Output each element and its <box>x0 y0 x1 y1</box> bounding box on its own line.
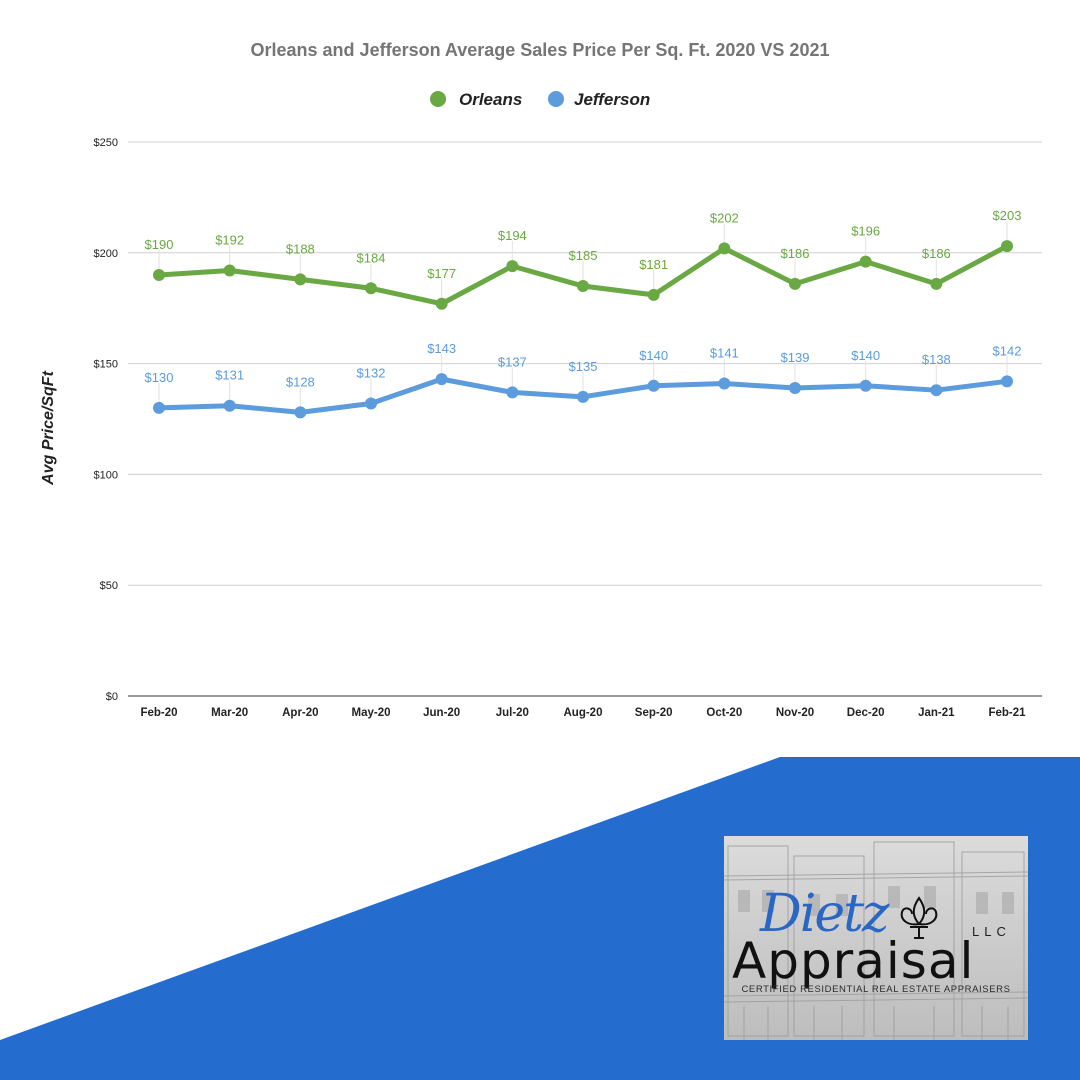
company-logo: Dietz LLC Appraisal CERTIFIED RESIDENTIA… <box>724 836 1028 1040</box>
data-label: $186 <box>922 246 951 261</box>
data-label: $196 <box>851 224 880 239</box>
data-label: $194 <box>498 228 527 243</box>
series-jefferson: $130 $131 $128 $132 $143 $137 $135 $140 $141 $139… <box>145 341 1022 419</box>
data-point <box>718 377 731 390</box>
data-point <box>153 268 165 281</box>
logo-script-text: Dietz <box>760 884 889 944</box>
data-point <box>789 277 801 290</box>
x-tick-label: Jul-20 <box>496 707 529 719</box>
data-label: $140 <box>639 348 668 363</box>
data-label: $186 <box>781 246 810 261</box>
data-point <box>930 384 943 397</box>
data-label: $135 <box>569 359 598 374</box>
gridlines <box>128 141 1042 697</box>
series-orleans: $190 $192 $188 $184 $177 $194 $185 $181 $202 $186… <box>145 208 1022 310</box>
data-label: $142 <box>993 343 1022 358</box>
x-tick-label: Nov-20 <box>776 707 814 719</box>
data-point <box>223 399 236 412</box>
y-tick-label: $50 <box>100 580 118 592</box>
data-point <box>647 288 660 301</box>
data-point <box>859 255 872 268</box>
x-tick-label: Jun-20 <box>423 707 460 719</box>
logo-main-text: Appraisal <box>732 932 975 990</box>
data-label: $181 <box>639 257 668 272</box>
x-tick-label: Mar-20 <box>211 707 248 719</box>
legend-marker-jefferson <box>548 91 564 107</box>
x-tick-label: Sep-20 <box>635 707 673 719</box>
series-layer: $190 $192 $188 $184 $177 $194 $185 $181 $202 $186… <box>145 208 1022 419</box>
data-label: $130 <box>145 370 174 385</box>
data-point <box>435 297 448 310</box>
data-point <box>153 401 165 414</box>
data-label: $141 <box>710 346 739 361</box>
data-label: $132 <box>357 365 386 380</box>
data-point <box>506 260 519 273</box>
data-label: $184 <box>357 250 386 265</box>
data-point <box>859 379 872 392</box>
data-point <box>365 282 377 295</box>
data-label: $128 <box>286 374 315 389</box>
legend-marker-orleans <box>430 91 446 107</box>
x-tick-label: Aug-20 <box>564 707 603 719</box>
data-point <box>647 379 660 392</box>
y-tick-label: $100 <box>94 469 118 481</box>
data-label: $131 <box>215 368 244 383</box>
legend-item-orleans: Orleans <box>430 90 522 109</box>
data-point <box>294 406 307 419</box>
data-label: $192 <box>215 233 244 248</box>
logo-llc-text: LLC <box>972 924 1011 939</box>
data-label: $138 <box>922 352 951 367</box>
data-label: $190 <box>145 237 174 252</box>
data-point <box>365 397 377 410</box>
data-label: $137 <box>498 354 527 369</box>
y-tick-label: $200 <box>94 248 118 260</box>
data-point <box>718 242 731 255</box>
x-tick-label: Oct-20 <box>706 707 742 719</box>
fleur-de-lis-icon <box>900 896 938 939</box>
y-tick-label: $250 <box>94 137 118 149</box>
y-tick-label: $0 <box>106 691 118 703</box>
data-label: $188 <box>286 241 315 256</box>
y-axis-label: Avg Price/SqFt <box>40 370 57 485</box>
building-sketch-background <box>724 841 1028 1040</box>
legend: Orleans Jefferson <box>430 90 650 109</box>
data-point <box>435 373 448 386</box>
y-axis-ticks: $0 $50 $100 $150 $200 $250 <box>94 137 118 703</box>
data-point <box>1001 240 1013 253</box>
data-label: $143 <box>427 341 456 356</box>
data-point <box>577 390 589 403</box>
legend-label-orleans: Orleans <box>459 90 522 109</box>
data-point <box>577 280 589 293</box>
data-label: $203 <box>993 208 1022 223</box>
data-point <box>930 277 943 290</box>
logo-tagline: CERTIFIED RESIDENTIAL REAL ESTATE APPRAI… <box>741 984 1011 995</box>
x-tick-label: Feb-20 <box>140 707 177 719</box>
y-tick-label: $150 <box>94 359 118 371</box>
data-label: $140 <box>851 348 880 363</box>
line-chart: Orleans and Jefferson Average Sales Pric… <box>40 40 1042 719</box>
data-point <box>294 273 307 286</box>
x-tick-label: Dec-20 <box>847 707 885 719</box>
data-label: $177 <box>427 266 456 281</box>
data-point <box>789 381 801 394</box>
data-label: $202 <box>710 210 739 225</box>
x-tick-label: May-20 <box>352 707 391 719</box>
x-tick-label: Feb-21 <box>988 707 1026 719</box>
chart-title: Orleans and Jefferson Average Sales Pric… <box>251 40 830 60</box>
data-label: $139 <box>781 350 810 365</box>
x-tick-label: Apr-20 <box>282 707 318 719</box>
legend-item-jefferson: Jefferson <box>548 90 650 109</box>
data-point <box>506 386 519 399</box>
x-tick-label: Jan-21 <box>918 707 955 719</box>
x-axis-ticks: Feb-20 Mar-20 Apr-20 May-20 Jun-20 Jul-20 Aug-… <box>140 707 1026 719</box>
data-point <box>223 264 236 277</box>
legend-label-jefferson: Jefferson <box>574 90 650 109</box>
data-point <box>1001 375 1013 388</box>
data-label: $185 <box>569 248 598 263</box>
